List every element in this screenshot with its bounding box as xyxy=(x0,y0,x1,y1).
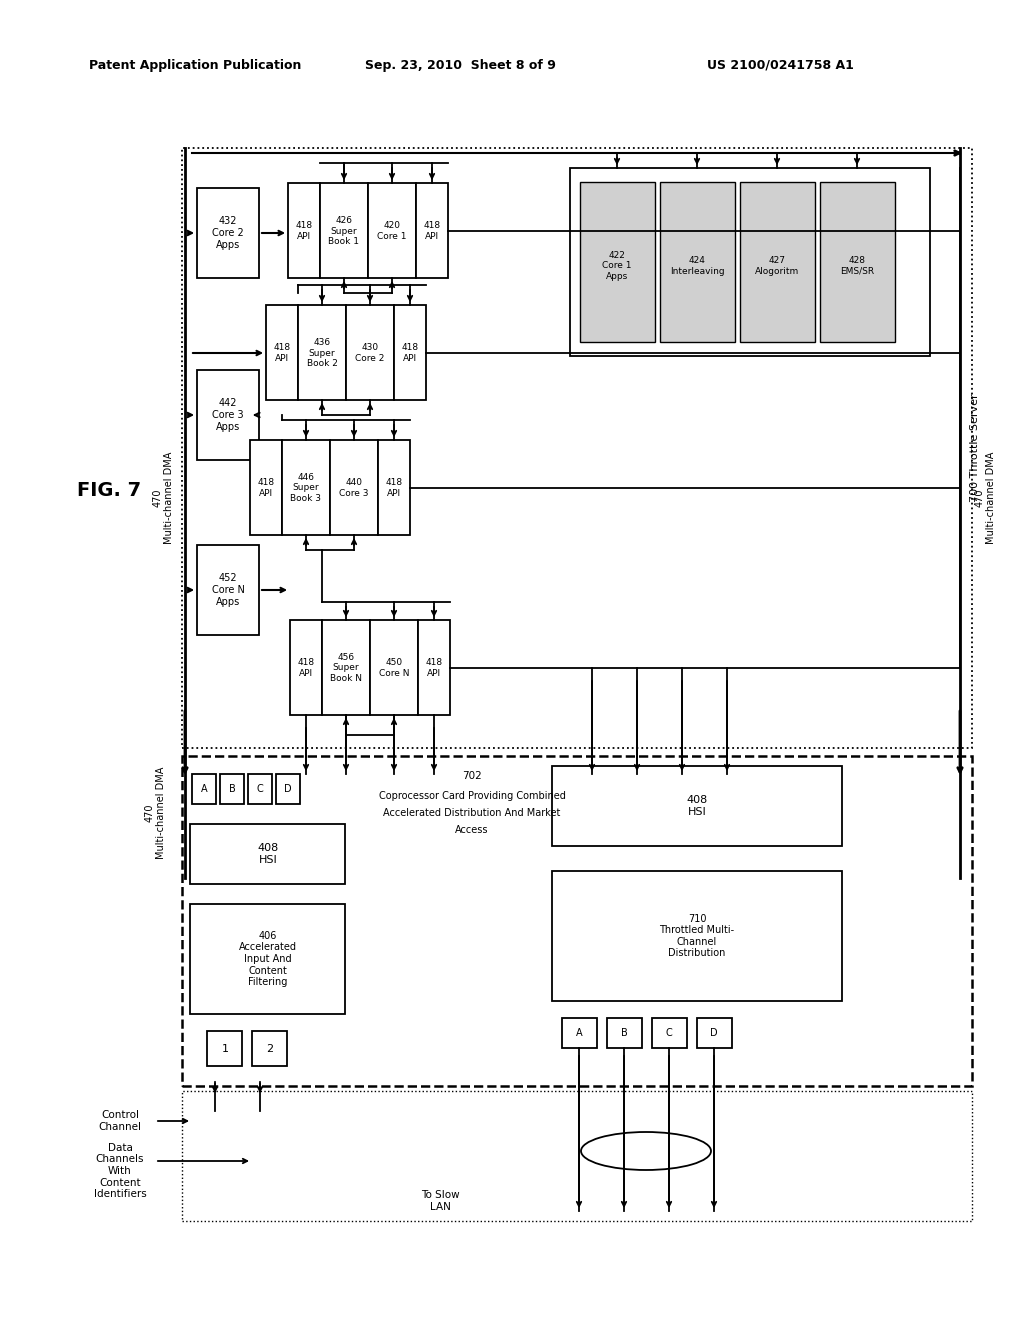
Text: A: A xyxy=(575,1028,583,1038)
Bar xyxy=(697,1018,732,1048)
Text: 428
EMS/SR: 428 EMS/SR xyxy=(840,256,874,276)
Text: 418
API: 418 API xyxy=(425,659,442,677)
Text: 702: 702 xyxy=(462,771,482,781)
Text: 418
API: 418 API xyxy=(297,659,314,677)
Text: 470
Multi-channel DMA: 470 Multi-channel DMA xyxy=(144,767,166,859)
Text: 436
Super
Book 2: 436 Super Book 2 xyxy=(306,338,338,368)
Text: A: A xyxy=(201,784,207,795)
Bar xyxy=(378,440,410,535)
Bar xyxy=(282,440,330,535)
Ellipse shape xyxy=(187,795,272,832)
Text: To Slow
LAN: To Slow LAN xyxy=(421,1191,460,1212)
Bar xyxy=(276,774,300,804)
Bar xyxy=(182,756,972,1086)
Text: 418
API: 418 API xyxy=(273,343,291,363)
Text: 442
Core 3
Apps: 442 Core 3 Apps xyxy=(212,399,244,432)
Text: 422
Core 1
Apps: 422 Core 1 Apps xyxy=(602,251,632,281)
Text: 418
API: 418 API xyxy=(296,222,312,240)
Bar xyxy=(322,620,370,715)
Bar xyxy=(346,305,394,400)
Bar xyxy=(552,766,842,846)
Text: Sep. 23, 2010  Sheet 8 of 9: Sep. 23, 2010 Sheet 8 of 9 xyxy=(365,58,555,71)
Bar xyxy=(288,183,319,279)
Text: 408
HSI: 408 HSI xyxy=(686,795,708,817)
Bar xyxy=(248,774,272,804)
Text: B: B xyxy=(228,784,236,795)
Text: Access: Access xyxy=(456,825,488,836)
Text: 418
API: 418 API xyxy=(385,478,402,498)
Bar xyxy=(660,182,735,342)
Bar xyxy=(190,904,345,1014)
Bar xyxy=(416,183,449,279)
Text: 424
Interleaving: 424 Interleaving xyxy=(670,256,724,276)
Bar xyxy=(207,1031,242,1067)
Ellipse shape xyxy=(581,1133,711,1170)
Ellipse shape xyxy=(812,795,897,832)
Bar xyxy=(290,620,322,715)
Bar xyxy=(368,183,416,279)
Bar xyxy=(197,187,259,279)
Bar xyxy=(197,545,259,635)
Bar xyxy=(197,370,259,459)
Text: 426
Super
Book 1: 426 Super Book 1 xyxy=(329,216,359,246)
Text: 406
Accelerated
Input And
Content
Filtering: 406 Accelerated Input And Content Filter… xyxy=(239,931,297,987)
Text: Data
Channels
With
Content
Identifiers: Data Channels With Content Identifiers xyxy=(93,1143,146,1199)
Bar xyxy=(252,1031,287,1067)
Text: US 2100/0241758 A1: US 2100/0241758 A1 xyxy=(707,58,853,71)
Bar xyxy=(220,774,244,804)
Bar xyxy=(370,620,418,715)
Text: 408
HSI: 408 HSI xyxy=(257,843,279,865)
Text: C: C xyxy=(257,784,263,795)
Text: 418
API: 418 API xyxy=(424,222,440,240)
Text: 710
Throttled Multi-
Channel
Distribution: 710 Throttled Multi- Channel Distributio… xyxy=(659,913,734,958)
Text: 420
Core 1: 420 Core 1 xyxy=(377,222,407,240)
Text: B: B xyxy=(621,1028,628,1038)
Bar xyxy=(562,1018,597,1048)
Text: 430
Core 2: 430 Core 2 xyxy=(355,343,385,363)
Text: Accelerated Distribution And Market: Accelerated Distribution And Market xyxy=(383,808,561,818)
Text: 1: 1 xyxy=(221,1044,228,1053)
Text: 418
API: 418 API xyxy=(401,343,419,363)
Bar xyxy=(607,1018,642,1048)
Text: Patent Application Publication: Patent Application Publication xyxy=(89,58,301,71)
Text: C: C xyxy=(666,1028,673,1038)
Bar xyxy=(394,305,426,400)
Text: 440
Core 3: 440 Core 3 xyxy=(339,478,369,498)
Bar xyxy=(652,1018,687,1048)
Text: FIG. 7: FIG. 7 xyxy=(77,480,141,499)
Text: 452
Core N
Apps: 452 Core N Apps xyxy=(212,573,245,607)
Bar xyxy=(580,182,655,342)
Bar xyxy=(418,620,450,715)
Text: 456
Super
Book N: 456 Super Book N xyxy=(330,653,362,682)
Bar xyxy=(330,440,378,535)
Bar xyxy=(552,871,842,1001)
Bar xyxy=(820,182,895,342)
Bar xyxy=(266,305,298,400)
Text: 446
Super
Book 3: 446 Super Book 3 xyxy=(291,473,322,503)
Text: 450
Core N: 450 Core N xyxy=(379,659,410,677)
Text: Coprocessor Card Providing Combined: Coprocessor Card Providing Combined xyxy=(379,791,565,801)
Bar xyxy=(740,182,815,342)
Bar xyxy=(182,1092,972,1221)
Bar xyxy=(193,774,216,804)
Text: Control
Channel: Control Channel xyxy=(98,1110,141,1131)
Text: 418
API: 418 API xyxy=(257,478,274,498)
Text: 700 Throttle Server: 700 Throttle Server xyxy=(970,393,980,503)
Bar xyxy=(298,305,346,400)
Bar xyxy=(319,183,368,279)
Bar xyxy=(182,148,972,748)
Text: 470
Multi-channel DMA: 470 Multi-channel DMA xyxy=(153,451,174,544)
Text: 432
Core 2
Apps: 432 Core 2 Apps xyxy=(212,216,244,249)
Bar xyxy=(190,824,345,884)
Bar xyxy=(250,440,282,535)
Text: 470
Multi-channel DMA: 470 Multi-channel DMA xyxy=(974,451,995,544)
Text: D: D xyxy=(285,784,292,795)
Text: D: D xyxy=(711,1028,718,1038)
Text: 427
Alogoritm: 427 Alogoritm xyxy=(755,256,799,276)
Bar xyxy=(570,168,930,356)
Text: 2: 2 xyxy=(266,1044,273,1053)
